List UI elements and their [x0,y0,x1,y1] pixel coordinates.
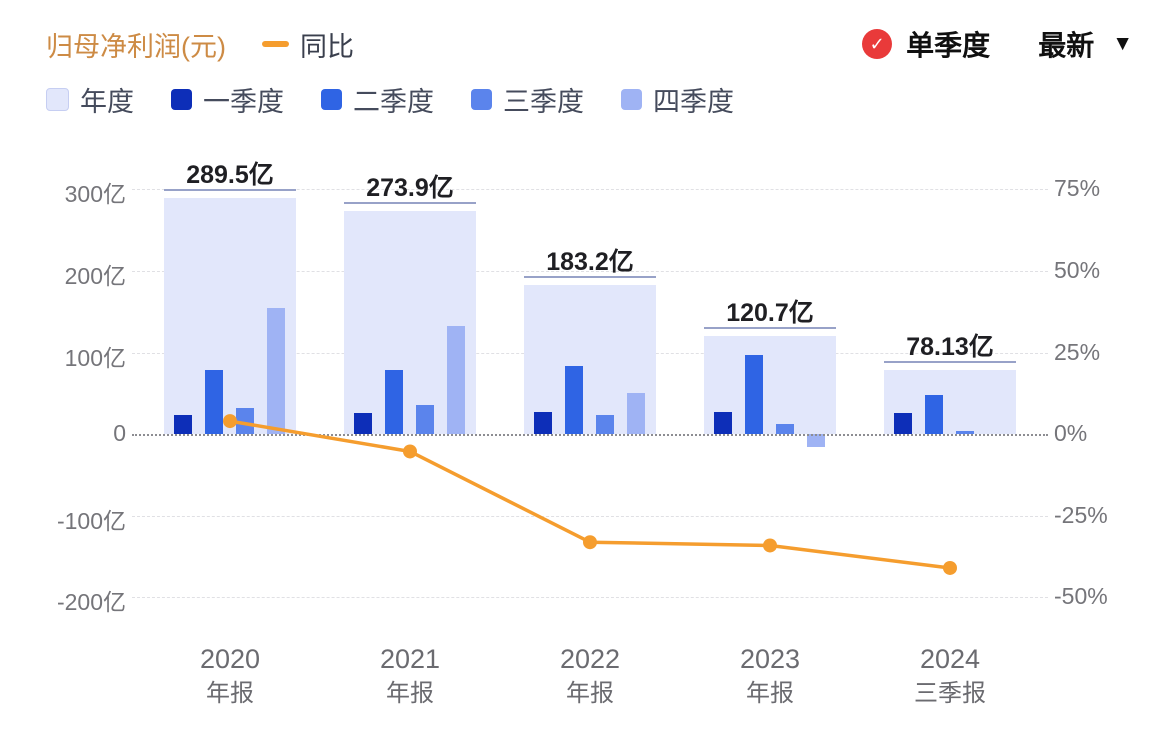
right-axis-tick-label: 0% [1054,420,1088,447]
latest-dropdown[interactable]: 最新 ▼ [1038,24,1133,64]
quarter-bar-q4[interactable] [807,434,825,447]
legend-label: 二季度 [353,87,434,117]
x-axis-year: 2024 [919,644,981,674]
x-axis-label: 2020 年报 [140,642,320,709]
annual-bar-cap [704,326,836,329]
single-quarter-label[interactable]: 单季度 [906,30,991,61]
left-axis-tick-label: 300亿 [64,181,126,208]
yoy-legend-label: 同比 [299,31,354,62]
grid-line [132,270,1048,272]
x-axis-year: 2022 [559,644,621,674]
annual-value-label: 183.2亿 [546,247,634,276]
quarter-bar-q1[interactable] [534,412,552,435]
quarter-bar-q1[interactable] [174,414,192,435]
x-axis-label: 2024 三季报 [860,642,1040,709]
grid-line [132,515,1048,517]
quarter-bar-q4[interactable] [627,393,645,435]
x-axis-label: 2021 年报 [320,642,500,709]
right-axis-tick-label: 75% [1054,175,1101,202]
annual-value-label: 289.5亿 [186,160,274,189]
x-axis-year: 2023 [739,644,801,674]
header-right-cluster: ✓ 单季度 最新 ▼ [862,24,1133,64]
right-axis-tick-label: -25% [1054,501,1108,528]
annual-bar-cap [164,188,296,191]
yoy-point[interactable] [943,560,957,575]
x-axis-period: 三季报 [914,679,986,707]
left-axis-tick-label: 0 [113,420,126,447]
legend-item-q3[interactable]: 三季度 [471,80,584,119]
chart-header: 归母净利润(元) 同比 ✓ 单季度 最新 ▼ [46,24,1133,64]
right-axis-tick-label: -50% [1054,583,1108,610]
quarter-bar-q3[interactable] [236,408,254,435]
legend-swatch-q3 [471,89,492,110]
quarter-bar-q2[interactable] [745,355,763,435]
legend-label: 一季度 [203,87,284,117]
yoy-point[interactable] [763,538,777,553]
quarter-bar-q3[interactable] [416,404,434,435]
grid-line [132,597,1048,599]
quarter-bar-q2[interactable] [565,366,583,435]
legend-swatch-annual [46,88,69,111]
x-axis-year: 2020 [199,644,261,674]
quarter-bar-q1[interactable] [714,412,732,435]
yoy-line-swatch [261,41,289,47]
quarter-bar-q1[interactable] [894,412,912,435]
quarter-bar-q2[interactable] [925,395,943,435]
legend-swatch-q2 [321,89,342,110]
annual-value-label: 120.7亿 [726,298,814,327]
legend-item-q4[interactable]: 四季度 [621,80,734,119]
legend-item-q1[interactable]: 一季度 [171,80,284,119]
yoy-point[interactable] [403,444,417,459]
legend-item-q2[interactable]: 二季度 [321,80,434,119]
yoy-point[interactable] [583,535,597,550]
left-axis-tick-label: 200亿 [64,262,126,289]
right-axis-tick-label: 50% [1054,256,1101,283]
x-axis-period: 年报 [746,679,794,707]
chart-title: 归母净利润(元) [46,31,226,62]
annual-value-label: 78.13亿 [906,333,994,362]
legend-label: 三季度 [503,87,584,117]
annual-bar-cap [524,275,656,278]
quarter-bar-q4[interactable] [447,325,465,435]
quarter-bar-q3[interactable] [596,415,614,435]
quarter-bar-q3[interactable] [776,424,794,435]
x-axis-label: 2022 年报 [500,642,680,709]
right-axis-tick-label: 25% [1054,338,1101,365]
caret-down-icon: ▼ [1112,32,1133,55]
annual-value-label: 273.9亿 [366,173,454,202]
series-legend: 年度 一季度 二季度 三季度 四季度 [46,80,734,119]
zero-line [132,434,1048,437]
legend-swatch-q1 [171,89,192,110]
left-axis-tick-label: -200亿 [56,589,126,616]
x-axis-year: 2021 [379,644,441,674]
legend-item-annual[interactable]: 年度 [46,80,134,119]
legend-label: 年度 [80,87,134,117]
plot-area: 300亿 200亿 100亿 0 -100亿 -200亿 75% 50% 25% 0% -25% -5… [57,160,1108,707]
quarter-bar-q3[interactable] [956,430,974,435]
legend-label: 四季度 [653,87,734,117]
legend-swatch-q4 [621,89,642,110]
quarter-bar-q2[interactable] [385,369,403,435]
annual-bar-cap [344,201,476,204]
quarter-bar-q2[interactable] [205,369,223,435]
annual-bar-cap [884,361,1016,364]
x-axis-period: 年报 [386,679,434,707]
grid-line [132,189,1048,191]
x-axis-period: 年报 [566,679,614,707]
yoy-point[interactable] [223,414,237,429]
quarter-bar-q4[interactable] [267,307,285,435]
yoy-line-chart [223,414,957,575]
left-axis-tick-label: 100亿 [64,344,126,371]
x-axis-label: 2023 年报 [680,642,860,709]
check-circle-icon[interactable]: ✓ [862,29,893,59]
left-axis-tick-label: -100亿 [56,507,126,534]
yoy-legend[interactable]: 同比 [261,25,354,64]
x-axis-period: 年报 [206,679,254,707]
quarter-bar-q1[interactable] [354,412,372,435]
latest-label: 最新 [1038,30,1095,61]
